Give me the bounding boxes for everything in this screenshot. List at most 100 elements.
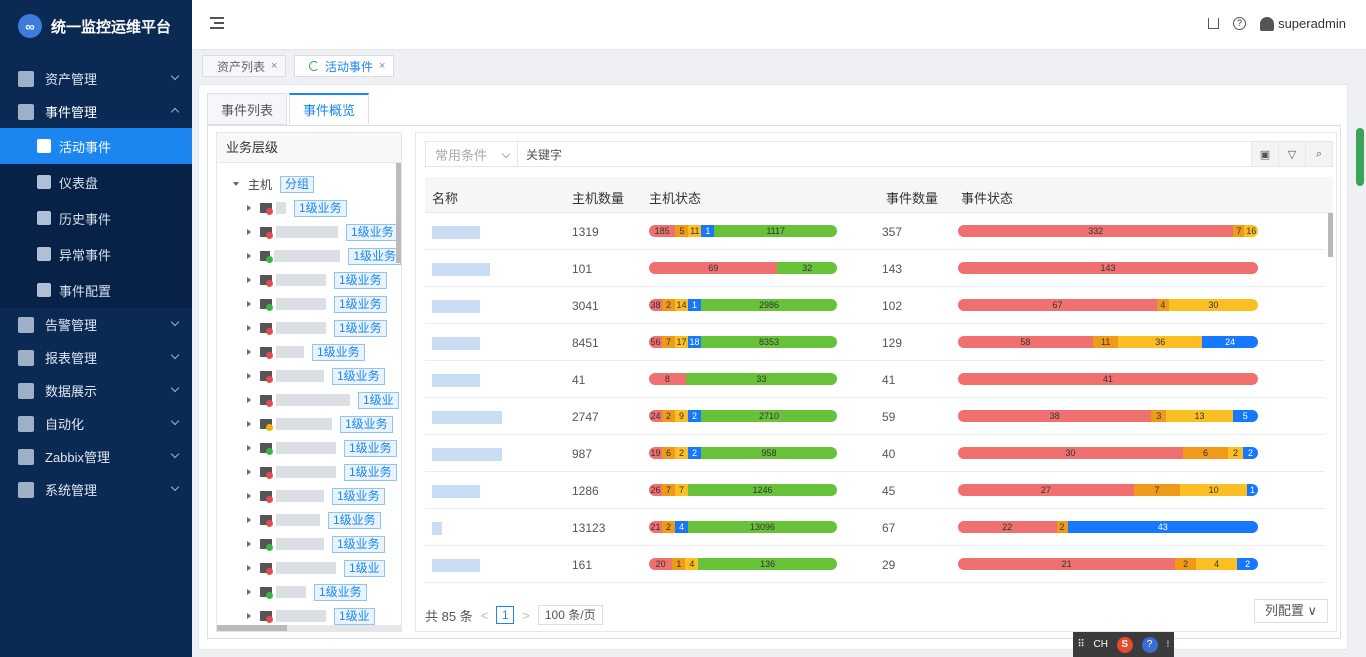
caret-right-icon[interactable] — [247, 445, 251, 451]
tree-node[interactable]: 1级业务 — [233, 460, 401, 484]
tree-node[interactable]: 1级业务 — [233, 244, 401, 268]
next-page-button[interactable]: > — [522, 607, 530, 623]
caret-right-icon[interactable] — [247, 421, 251, 427]
table-scrollbar[interactable] — [1328, 213, 1333, 257]
submenu-item[interactable]: 事件配置 — [0, 272, 192, 308]
caret-right-icon[interactable] — [247, 277, 251, 283]
table-row[interactable]: 13123 21 2 4 13096 67 22 2 43 — [425, 509, 1325, 546]
sidebar-item[interactable]: 告警管理 — [0, 308, 192, 341]
page-1-button[interactable]: 1 — [496, 606, 515, 624]
tab-event-overview[interactable]: 事件概览 — [289, 93, 370, 125]
row-name[interactable] — [432, 337, 480, 350]
table-row[interactable]: 987 19 6 2 2 958 40 30 6 2 2 — [425, 435, 1325, 472]
event-status-bar[interactable]: 41 — [958, 373, 1258, 385]
host-status-bar[interactable]: 8 33 — [649, 373, 837, 385]
tab-active-events[interactable]: 活动事件 × — [294, 55, 395, 77]
caret-right-icon[interactable] — [247, 541, 251, 547]
tree-node[interactable]: 1级业务 — [233, 292, 401, 316]
caret-right-icon[interactable] — [247, 469, 251, 475]
user-menu[interactable]: superadmin — [1260, 16, 1346, 31]
row-name[interactable] — [432, 411, 502, 424]
submenu-item[interactable]: 仪表盘 — [0, 164, 192, 200]
submenu-item[interactable]: 活动事件 — [0, 128, 192, 164]
caret-right-icon[interactable] — [247, 325, 251, 331]
event-status-bar[interactable]: 27 7 10 1 — [958, 484, 1258, 496]
save-icon[interactable]: ▣ — [1251, 142, 1278, 166]
tab-event-list[interactable]: 事件列表 — [207, 93, 288, 125]
tab-asset-list[interactable]: 资产列表 × — [202, 55, 287, 77]
sidebar-item-events[interactable]: 事件管理 — [0, 95, 192, 128]
prev-page-button[interactable]: < — [480, 607, 489, 623]
host-status-bar[interactable]: 69 32 — [649, 262, 837, 274]
tree-node[interactable]: 1级业务 — [233, 436, 401, 460]
close-icon[interactable]: × — [271, 60, 278, 72]
tree-node[interactable]: 1级业 — [233, 388, 401, 412]
page-size-select[interactable]: 100 条/页 — [537, 605, 603, 625]
host-status-bar[interactable]: 20 1 4 136 — [649, 558, 837, 570]
caret-right-icon[interactable] — [247, 493, 251, 499]
table-row[interactable]: 1319 185 5 11 1 1117 357 332 7 16 — [425, 213, 1325, 250]
home-icon[interactable] — [1208, 18, 1220, 29]
event-status-bar[interactable]: 58 11 36 24 — [958, 336, 1258, 348]
tree-node[interactable]: 1级业务 — [233, 268, 401, 292]
row-name[interactable] — [432, 263, 490, 276]
tree-scrollbar[interactable] — [396, 163, 401, 263]
tree-node[interactable]: 1级业务 — [233, 412, 401, 436]
host-status-bar[interactable]: 185 5 11 1 1117 — [649, 225, 837, 237]
event-status-bar[interactable]: 22 2 43 — [958, 521, 1258, 533]
sidebar-item[interactable]: 自动化 — [0, 407, 192, 440]
submenu-item[interactable]: 异常事件 — [0, 236, 192, 272]
close-icon[interactable]: × — [379, 60, 386, 72]
page-scrollbar[interactable] — [1356, 128, 1364, 186]
event-status-bar[interactable]: 30 6 2 2 — [958, 447, 1258, 459]
tree-node[interactable]: 1级业务 — [233, 316, 401, 340]
column-config-button[interactable]: 列配置 ∨ — [1254, 599, 1328, 623]
app-logo[interactable]: ∞ 统一监控运维平台 — [0, 0, 192, 52]
table-row[interactable]: 161 20 1 4 136 29 21 2 4 2 — [425, 546, 1325, 583]
table-row[interactable]: 8451 56 7 17 18 8353 129 58 11 36 24 — [425, 324, 1325, 361]
row-name[interactable] — [432, 559, 480, 572]
event-status-bar[interactable]: 38 3 13 5 — [958, 410, 1258, 422]
caret-down-icon[interactable] — [233, 182, 239, 186]
table-row[interactable]: 1286 26 7 7 1246 45 27 7 10 1 — [425, 472, 1325, 509]
ime-lang[interactable]: CH — [1093, 639, 1108, 650]
host-status-bar[interactable]: 24 2 9 2 2710 — [649, 410, 837, 422]
menu-collapse-icon[interactable] — [210, 17, 224, 29]
tree-node[interactable]: 1级业务 — [233, 220, 401, 244]
tree-node[interactable]: 1级业 — [233, 604, 401, 628]
caret-right-icon[interactable] — [247, 349, 251, 355]
host-status-bar[interactable]: 19 6 2 2 958 — [649, 447, 837, 459]
help-icon[interactable]: ? — [1233, 17, 1247, 30]
row-name[interactable] — [432, 374, 480, 387]
tree-node[interactable]: 1级业务 — [233, 340, 401, 364]
submenu-item[interactable]: 历史事件 — [0, 200, 192, 236]
caret-right-icon[interactable] — [247, 301, 251, 307]
event-status-bar[interactable]: 67 4 30 — [958, 299, 1258, 311]
caret-right-icon[interactable] — [247, 373, 251, 379]
host-status-bar[interactable]: 56 7 17 18 8353 — [649, 336, 837, 348]
ime-help-icon[interactable]: ? — [1141, 636, 1158, 653]
host-status-bar[interactable]: 38 2 14 1 2986 — [649, 299, 837, 311]
table-row[interactable]: 41 8 33 41 41 — [425, 361, 1325, 398]
tree-node[interactable]: 1级业务 — [233, 484, 401, 508]
condition-select[interactable]: 常用条件 — [426, 142, 518, 166]
caret-right-icon[interactable] — [247, 253, 251, 259]
row-name[interactable] — [432, 485, 480, 498]
tree-node[interactable]: 1级业务 — [233, 364, 401, 388]
table-row[interactable]: 2747 24 2 9 2 2710 59 38 3 13 5 — [425, 398, 1325, 435]
sidebar-item-assets[interactable]: 资产管理 — [0, 62, 192, 95]
caret-right-icon[interactable] — [247, 589, 251, 595]
event-status-bar[interactable]: 143 — [958, 262, 1258, 274]
caret-right-icon[interactable] — [247, 613, 251, 619]
caret-right-icon[interactable] — [247, 397, 251, 403]
sidebar-item[interactable]: 数据展示 — [0, 374, 192, 407]
keyword-input[interactable]: 关键字 — [526, 147, 563, 162]
event-status-bar[interactable]: 332 7 16 — [958, 225, 1258, 237]
caret-right-icon[interactable] — [247, 229, 251, 235]
row-name[interactable] — [432, 448, 502, 461]
row-name[interactable] — [432, 300, 480, 313]
search-icon[interactable]: ⌕ — [1305, 142, 1332, 166]
tree-node[interactable]: 1级业务 — [233, 196, 401, 220]
ime-menu-icon[interactable]: ⁝ — [1166, 639, 1170, 650]
row-name[interactable] — [432, 226, 480, 239]
